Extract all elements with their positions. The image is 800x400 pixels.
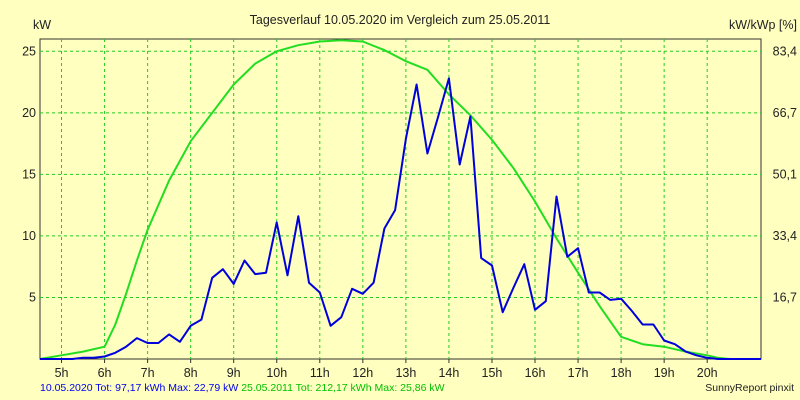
y-right-tick-label: 16,7 [773,290,797,304]
chart-title: Tagesverlauf 10.05.2020 im Vergleich zum… [250,13,551,27]
x-tick-label: 11h [310,366,330,380]
y-right-tick-label: 50,1 [773,167,797,181]
x-tick-label: 19h [654,366,675,380]
y-left-tick-label: 10 [22,229,36,243]
y-right-tick-label: 66,7 [773,106,797,120]
x-tick-label: 8h [184,366,198,380]
x-tick-label: 5h [55,366,69,380]
y-left-tick-label: 20 [22,106,36,120]
footer-series1-summary: 10.05.2020 Tot: 97,17 kWh Max: 22,79 kW [40,382,239,394]
series-lines [39,39,761,360]
x-tick-label: 9h [227,366,241,380]
y-right-tick-label: 83,4 [773,44,797,58]
x-tick-label: 7h [141,366,155,380]
y-axis-left-label: kW [33,18,51,32]
x-tick-label: 12h [352,366,373,380]
y-left-tick-label: 5 [29,290,36,304]
x-tick-label: 14h [438,366,459,380]
axis-ticks: 5h 6h 7h 8h 9h 10h 11h 12h 13h 14h 15h 16h 17h 18h 19h… [22,44,797,380]
y-left-tick-label: 25 [22,44,36,58]
gridlines [40,39,761,359]
chart-footer: 10.05.2020 Tot: 97,17 kWh Max: 22,79 kW … [40,382,445,394]
plot-area [39,38,762,360]
footer-credit: SunnyReport pinxit [705,382,794,394]
x-tick-label: 6h [98,366,112,380]
y-right-tick-label: 33,4 [773,229,797,243]
footer-series2-summary: 25.05.2011 Tot: 212,17 kWh Max: 25,86 kW [241,382,445,394]
x-tick-label: 13h [395,366,416,380]
x-tick-label: 18h [611,366,632,380]
x-tick-label: 16h [525,366,546,380]
y-left-tick-label: 15 [22,167,36,181]
x-tick-label: 15h [482,366,503,380]
x-tick-label: 20h [697,366,718,380]
series-line-10-05-2020 [40,77,761,360]
x-tick-label: 10h [266,366,287,380]
x-tick-label: 17h [568,366,589,380]
series-line-25-05-2011 [39,39,761,360]
y-axis-right-label: kW/kWp [%] [729,18,797,32]
